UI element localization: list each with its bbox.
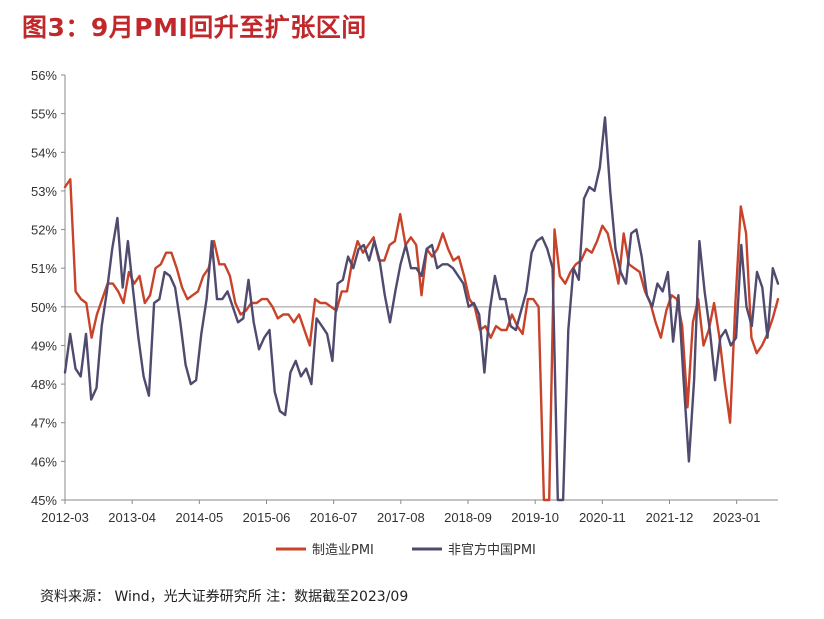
y-tick-label: 53% (31, 184, 57, 199)
series-line-caixin-pmi (63, 116, 780, 502)
y-tick-label: 51% (31, 261, 57, 276)
y-tick-label: 49% (31, 338, 57, 353)
legend-label-1: 制造业PMI (312, 543, 374, 558)
x-tick-label: 2016-07 (310, 510, 358, 525)
x-tick-label: 2017-08 (377, 510, 425, 525)
y-tick-label: 45% (31, 493, 57, 508)
y-tick-label: 52% (31, 223, 57, 238)
y-tick-label: 54% (31, 145, 57, 160)
x-tick-label: 2023-01 (713, 510, 761, 525)
chart-title: 图3：9月PMI回升至扩张区间 (22, 13, 367, 42)
legend-label-2: 非官方中国PMI (448, 542, 536, 558)
y-tick-label: 48% (31, 377, 57, 392)
y-tick-label: 47% (31, 416, 57, 431)
y-tick-label: 46% (31, 454, 57, 469)
x-tick-label: 2013-04 (108, 510, 156, 525)
x-tick-label: 2020-11 (579, 510, 626, 525)
y-tick-label: 56% (31, 68, 57, 83)
series-line-manufacturing-pmi (63, 178, 780, 502)
x-tick-label: 2021-12 (646, 510, 694, 525)
x-tick-label: 2015-06 (243, 510, 291, 525)
x-tick-label: 2018-09 (444, 510, 492, 525)
y-tick-label: 50% (31, 300, 57, 315)
y-tick-label: 55% (31, 107, 57, 122)
x-tick-label: 2012-03 (41, 510, 89, 525)
x-tick-label: 2014-05 (175, 510, 223, 525)
source-note: 资料来源： Wind，光大证券研究所 注：数据截至2023/09 (40, 589, 409, 605)
x-tick-label: 2019-10 (511, 510, 559, 525)
